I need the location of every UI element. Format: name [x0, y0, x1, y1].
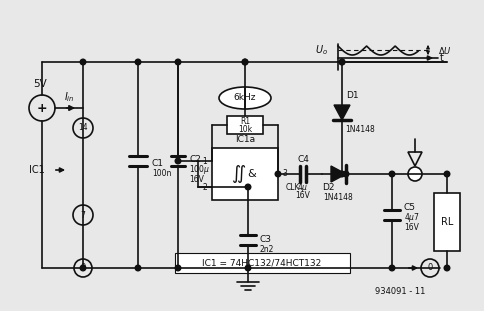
Text: 14: 14 — [78, 123, 88, 132]
Text: 7: 7 — [80, 211, 86, 220]
Text: 6kHz: 6kHz — [234, 94, 256, 103]
Text: 3: 3 — [282, 169, 287, 179]
Text: +: + — [37, 101, 47, 114]
Circle shape — [175, 265, 181, 271]
Circle shape — [175, 59, 181, 65]
Text: &: & — [248, 169, 257, 179]
Text: 934091 - 11: 934091 - 11 — [375, 287, 425, 296]
Text: $U_o$: $U_o$ — [315, 43, 328, 57]
Circle shape — [389, 265, 395, 271]
Text: 100$\mu$: 100$\mu$ — [189, 164, 210, 177]
Text: 2n2: 2n2 — [260, 245, 274, 254]
Text: 10k: 10k — [238, 126, 252, 134]
Text: 100n: 100n — [152, 169, 171, 178]
Circle shape — [408, 167, 422, 181]
Text: IC1a: IC1a — [235, 134, 255, 143]
Text: 4$\mu$7: 4$\mu$7 — [404, 211, 420, 225]
Text: 4$\mu$: 4$\mu$ — [297, 180, 309, 193]
Circle shape — [275, 171, 281, 177]
Bar — [212, 148, 278, 200]
Text: D2: D2 — [322, 183, 334, 193]
Text: C4: C4 — [297, 156, 309, 165]
Circle shape — [339, 171, 345, 177]
Text: C3: C3 — [260, 235, 272, 244]
Bar — [175, 253, 350, 273]
Text: 16V: 16V — [404, 224, 419, 233]
Circle shape — [444, 171, 450, 177]
Circle shape — [339, 59, 345, 65]
Circle shape — [245, 265, 251, 271]
Circle shape — [135, 265, 141, 271]
Text: t: t — [440, 53, 444, 63]
Polygon shape — [334, 105, 350, 120]
Text: RL: RL — [441, 217, 453, 227]
Circle shape — [242, 59, 248, 65]
Text: IC1: IC1 — [29, 165, 45, 175]
Text: C2: C2 — [189, 156, 201, 165]
Circle shape — [245, 184, 251, 190]
Text: 5V: 5V — [33, 79, 47, 89]
Text: 1N4148: 1N4148 — [323, 193, 353, 202]
Text: $\Delta U$: $\Delta U$ — [438, 44, 452, 55]
Text: 16V: 16V — [296, 192, 310, 201]
Text: 0: 0 — [427, 263, 433, 272]
Text: R1: R1 — [240, 118, 250, 127]
Circle shape — [135, 59, 141, 65]
Text: 16V: 16V — [189, 174, 204, 183]
Bar — [434, 193, 460, 251]
Circle shape — [339, 59, 345, 65]
Text: CLK: CLK — [286, 183, 301, 193]
Text: $I_{in}$: $I_{in}$ — [64, 90, 75, 104]
Circle shape — [80, 59, 86, 65]
Circle shape — [80, 265, 86, 271]
Ellipse shape — [219, 87, 271, 109]
Circle shape — [444, 265, 450, 271]
Bar — [227, 116, 263, 134]
Text: 2: 2 — [202, 183, 207, 192]
Text: 1N4148: 1N4148 — [345, 126, 375, 134]
Circle shape — [389, 171, 395, 177]
Circle shape — [242, 59, 248, 65]
Polygon shape — [331, 166, 346, 182]
Text: $\int\!\!\int$: $\int\!\!\int$ — [231, 163, 247, 185]
Circle shape — [343, 171, 349, 177]
Text: C5: C5 — [404, 203, 416, 212]
Text: 1: 1 — [202, 156, 207, 165]
Text: C1: C1 — [152, 159, 164, 168]
Text: 0: 0 — [80, 263, 86, 272]
Text: D1: D1 — [346, 91, 359, 100]
Text: IC1 = 74HC132/74HCT132: IC1 = 74HC132/74HCT132 — [202, 258, 322, 267]
Circle shape — [175, 158, 181, 164]
